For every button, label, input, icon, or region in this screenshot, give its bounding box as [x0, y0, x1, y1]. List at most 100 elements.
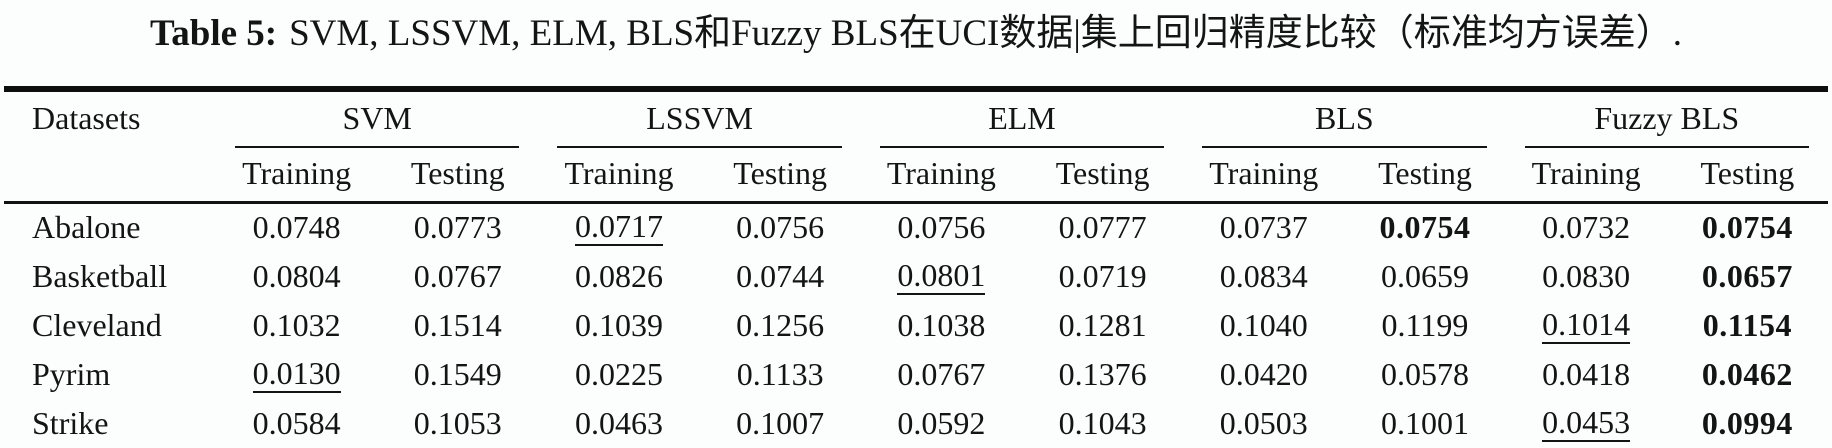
value-cell: 0.0994 [1667, 400, 1828, 448]
metric-value: 0.0717 [574, 208, 663, 247]
value-cell: 0.1256 [700, 302, 861, 351]
metric-value: 0.0420 [1219, 356, 1308, 393]
value-cell: 0.1053 [377, 400, 538, 448]
value-cell: 0.0756 [861, 203, 1022, 254]
group-label: ELM [988, 100, 1056, 136]
metric-value: 0.1007 [736, 405, 825, 442]
subheader-testing: Testing [1666, 148, 1828, 205]
metric-value: 0.0453 [1542, 404, 1631, 443]
metric-value: 0.1053 [413, 405, 502, 442]
value-cell: 0.0418 [1506, 351, 1667, 400]
value-cell: 0.0592 [861, 400, 1022, 448]
subheader-testing: Testing [377, 148, 539, 205]
value-cell: 0.0225 [538, 351, 699, 400]
value-cell: 0.0773 [377, 203, 538, 254]
metric-value: 0.0777 [1058, 209, 1147, 246]
value-cell: 0.0767 [377, 253, 538, 302]
metric-value: 0.1549 [413, 356, 502, 393]
metric-value: 0.1043 [1058, 405, 1147, 442]
value-cell: 0.1199 [1344, 302, 1505, 351]
value-cell: 0.0830 [1506, 253, 1667, 302]
value-cell: 0.1549 [377, 351, 538, 400]
value-cell: 0.0754 [1667, 203, 1828, 254]
subheader-training: Training [860, 148, 1022, 205]
metric-value: 0.1001 [1380, 405, 1469, 442]
value-cell: 0.1514 [377, 302, 538, 351]
value-cell: 0.0453 [1506, 400, 1667, 448]
group-rule [235, 145, 520, 148]
value-cell: 0.0777 [1022, 203, 1183, 254]
metric-value: 0.0767 [413, 258, 502, 295]
value-cell: 0.0463 [538, 400, 699, 448]
group-label: SVM [342, 100, 412, 136]
metric-value: 0.0773 [413, 209, 502, 246]
group-header-fuzzy-bls: Fuzzy BLS [1506, 89, 1828, 149]
table-header: Datasets SVM LSSVM ELM BLS Fuzzy BLS Trainin… [4, 89, 1828, 205]
metric-value: 0.0748 [252, 209, 341, 246]
subheader-testing: Testing [1021, 148, 1184, 205]
subheader-training: Training [1505, 148, 1667, 205]
value-cell: 0.0719 [1022, 253, 1183, 302]
group-rule [1524, 145, 1809, 148]
value-cell: 0.1039 [538, 302, 699, 351]
metric-value: 0.1038 [897, 307, 986, 344]
metric-value: 0.0463 [574, 405, 663, 442]
value-cell: 0.0737 [1183, 203, 1344, 254]
metric-value: 0.0719 [1058, 258, 1147, 295]
value-cell: 0.0748 [216, 203, 377, 254]
group-header-elm: ELM [861, 89, 1183, 149]
metric-value: 0.0659 [1380, 258, 1469, 295]
metric-value: 0.0756 [736, 209, 825, 246]
metric-value: 0.1281 [1058, 307, 1147, 344]
metric-value: 0.0754 [1379, 209, 1471, 246]
subheader-training: Training [538, 148, 700, 205]
group-rule [879, 145, 1165, 148]
group-label: LSSVM [646, 100, 753, 136]
table-body: Abalone 0.0748 0.0773 0.0717 0.0756 0.0756 0.0… [4, 203, 1828, 448]
group-header-lssvm: LSSVM [538, 89, 860, 149]
metric-value: 0.0418 [1542, 356, 1631, 393]
metric-value: 0.1376 [1058, 356, 1147, 393]
value-cell: 0.0767 [861, 351, 1022, 400]
value-cell: 0.1014 [1506, 302, 1667, 351]
value-cell: 0.1281 [1022, 302, 1183, 351]
dataset-name: Basketball [32, 258, 168, 295]
value-cell: 0.0420 [1183, 351, 1344, 400]
group-header-svm: SVM [216, 89, 538, 149]
subheader-testing: Testing [1344, 148, 1506, 205]
dataset-name: Abalone [32, 209, 141, 246]
metric-value: 0.0657 [1701, 258, 1793, 295]
metric-value: 0.0754 [1701, 209, 1793, 246]
value-cell: 0.0801 [861, 253, 1022, 302]
value-cell: 0.1133 [700, 351, 861, 400]
metric-value: 0.0801 [897, 257, 986, 296]
metric-value: 0.1014 [1542, 306, 1631, 345]
metric-value: 0.0732 [1542, 209, 1631, 246]
value-cell: 0.0717 [538, 203, 699, 254]
value-cell: 0.0503 [1183, 400, 1344, 448]
metric-value: 0.0462 [1701, 356, 1793, 393]
table-row: Pyrim 0.0130 0.1549 0.0225 0.1133 0.0767 0.137… [4, 351, 1828, 400]
metric-value: 0.0578 [1380, 356, 1469, 393]
value-cell: 0.0756 [700, 203, 861, 254]
value-cell: 0.1001 [1344, 400, 1505, 448]
value-cell: 0.1376 [1022, 351, 1183, 400]
metric-value: 0.1039 [574, 307, 663, 344]
value-cell: 0.0732 [1506, 203, 1667, 254]
value-cell: 0.0826 [538, 253, 699, 302]
value-cell: 0.0462 [1667, 351, 1828, 400]
metric-value: 0.1154 [1702, 307, 1792, 344]
value-cell: 0.0584 [216, 400, 377, 448]
value-cell: 0.0578 [1344, 351, 1505, 400]
value-cell: 0.1007 [700, 400, 861, 448]
metric-value: 0.0584 [252, 405, 341, 442]
group-rule [1202, 145, 1487, 148]
metric-value: 0.1032 [252, 307, 341, 344]
value-cell: 0.1043 [1022, 400, 1183, 448]
value-cell: 0.1032 [216, 302, 377, 351]
metric-value: 0.0737 [1219, 209, 1308, 246]
metric-value: 0.1256 [736, 307, 825, 344]
subheader-testing: Testing [699, 148, 861, 205]
value-cell: 0.0657 [1667, 253, 1828, 302]
caption-label: Table 5: [149, 13, 278, 54]
